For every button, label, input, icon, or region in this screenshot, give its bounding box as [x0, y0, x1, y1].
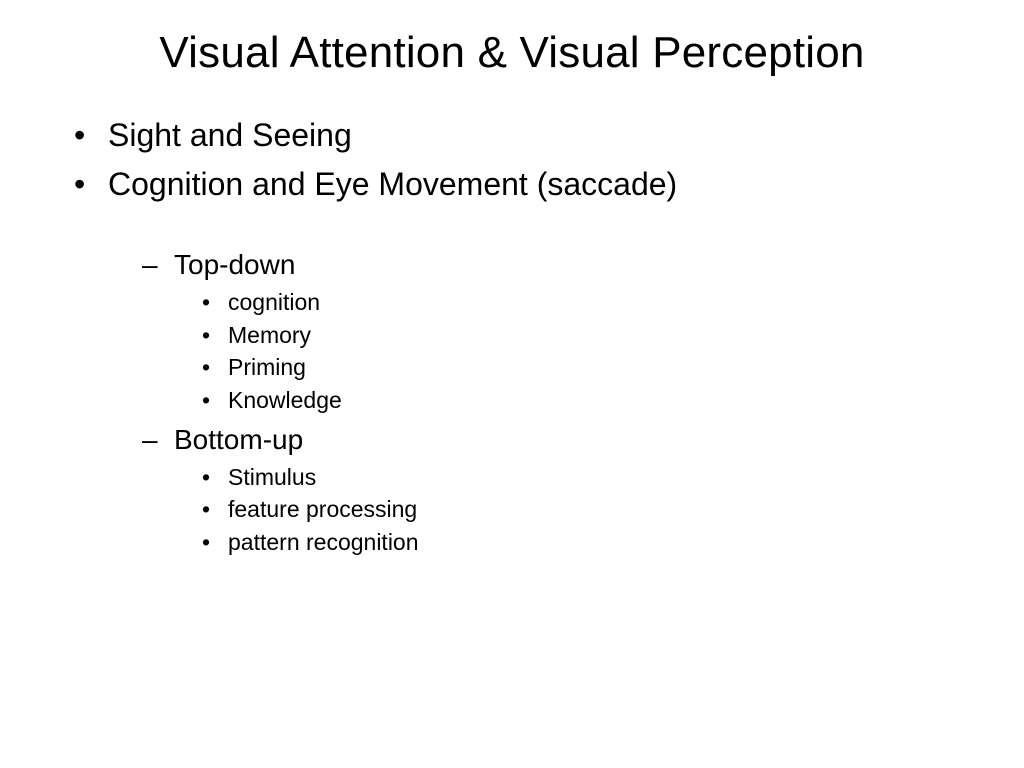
slide: Visual Attention & Visual Perception Sig… [0, 0, 1024, 768]
bullet-text: Knowledge [228, 387, 342, 413]
bullet-list-level3: Stimulus feature processing pattern reco… [174, 461, 964, 559]
sub-container: Top-down cognition Memory Priming Knowle… [108, 246, 964, 558]
bullet-text: Stimulus [228, 464, 316, 490]
slide-title: Visual Attention & Visual Perception [60, 28, 964, 78]
bullet-item: Cognition and Eye Movement (saccade) [108, 163, 964, 206]
bullet-item: pattern recognition [228, 526, 964, 559]
bullet-item: Top-down cognition Memory Priming Knowle… [174, 246, 964, 416]
bullet-item: Sight and Seeing [108, 114, 964, 157]
bullet-text: Top-down [174, 249, 295, 280]
bullet-item: Bottom-up Stimulus feature processing pa… [174, 421, 964, 559]
bullet-item: Stimulus [228, 461, 964, 494]
bullet-text: Cognition and Eye Movement (saccade) [108, 166, 677, 202]
bullet-text: Priming [228, 354, 306, 380]
bullet-text: feature processing [228, 496, 417, 522]
bullet-text: pattern recognition [228, 529, 419, 555]
bullet-text: Memory [228, 322, 311, 348]
bullet-list-level1-continued: Top-down cognition Memory Priming Knowle… [60, 246, 964, 558]
bullet-list-level2: Top-down cognition Memory Priming Knowle… [108, 246, 964, 558]
bullet-item: feature processing [228, 493, 964, 526]
bullet-list-level3: cognition Memory Priming Knowledge [174, 286, 964, 417]
bullet-list-level1: Sight and Seeing Cognition and Eye Movem… [60, 114, 964, 206]
bullet-item: Priming [228, 351, 964, 384]
bullet-text: Sight and Seeing [108, 117, 352, 153]
bullet-text: cognition [228, 289, 320, 315]
bullet-item: Knowledge [228, 384, 964, 417]
spacer [60, 212, 964, 246]
bullet-item: Memory [228, 319, 964, 352]
bullet-item: cognition [228, 286, 964, 319]
bullet-text: Bottom-up [174, 424, 303, 455]
